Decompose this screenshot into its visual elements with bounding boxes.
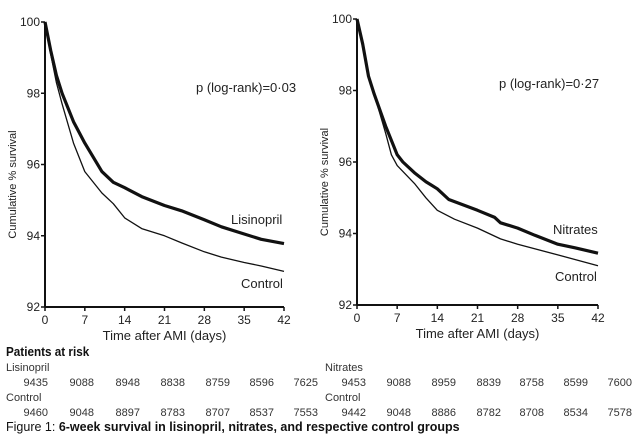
risk-count: 7553	[293, 407, 318, 419]
y-tick-label: 100	[20, 15, 40, 29]
risk-count: 9460	[23, 407, 48, 419]
series-line-control	[44, 21, 285, 273]
y-tick-label: 94	[27, 229, 41, 243]
risk-count: 9088	[69, 377, 94, 389]
log-rank-annotation: p (log-rank)=0·27	[499, 76, 599, 91]
series-line-lisinopril	[43, 21, 285, 246]
x-tick-label: 42	[277, 313, 291, 327]
y-tick-label: 98	[339, 84, 353, 98]
x-tick-label: 21	[158, 313, 172, 327]
risk-count: 8839	[476, 377, 501, 389]
x-tick-label: 14	[118, 313, 132, 327]
x-tick-label: 28	[511, 311, 525, 325]
y-tick-label: 92	[339, 298, 353, 312]
risk-count: 7600	[607, 377, 632, 389]
series-label-nitrates: Nitrates	[553, 222, 598, 237]
risk-group-name: Lisinopril	[6, 362, 50, 374]
risk-count: 7625	[293, 377, 318, 389]
risk-table-title: Patients at risk	[6, 344, 90, 359]
risk-count: 8838	[160, 377, 185, 389]
risk-count: 8759	[205, 377, 230, 389]
caption-prefix: Figure 1:	[6, 420, 59, 434]
risk-count: 9088	[386, 377, 411, 389]
risk-count: 8534	[563, 407, 588, 419]
y-tick-label: 94	[339, 227, 353, 241]
risk-count: 8948	[115, 377, 140, 389]
x-axis-label: Time after AMI (days)	[103, 328, 227, 343]
log-rank-annotation: p (log-rank)=0·03	[196, 80, 296, 95]
risk-group-name: Nitrates	[325, 362, 363, 374]
series-label-control: Control	[555, 269, 597, 284]
risk-count: 8886	[431, 407, 456, 419]
chart-1: 92 94 96 98 100 0 7 14 21 28 35 42 Time after AMI (d…	[7, 15, 296, 343]
risk-count: 8599	[563, 377, 588, 389]
x-tick-label: 28	[198, 313, 212, 327]
y-tick-label: 96	[339, 155, 353, 169]
risk-count: 8537	[249, 407, 274, 419]
risk-count: 8707	[205, 407, 230, 419]
x-tick-label: 7	[394, 311, 401, 325]
y-tick-label: 98	[27, 86, 41, 100]
risk-count: 9048	[386, 407, 411, 419]
risk-count: 9453	[341, 377, 366, 389]
risk-count: 8897	[115, 407, 140, 419]
x-tick-label: 35	[551, 311, 565, 325]
x-tick-label: 7	[81, 313, 88, 327]
risk-count: 9435	[23, 377, 48, 389]
risk-count: 8782	[476, 407, 501, 419]
risk-count: 8959	[431, 377, 456, 389]
x-tick-label: 0	[42, 313, 49, 327]
risk-count: 7578	[607, 407, 632, 419]
y-tick-label: 96	[27, 158, 41, 172]
x-tick-label: 35	[237, 313, 251, 327]
risk-count: 9048	[69, 407, 94, 419]
x-tick-label: 0	[354, 311, 361, 325]
y-axis-label: Cumulative % survival	[7, 130, 19, 238]
y-tick-label: 92	[27, 300, 41, 314]
risk-group-name: Control	[6, 392, 42, 404]
risk-count: 9442	[341, 407, 366, 419]
series-label-lisinopril: Lisinopril	[231, 212, 282, 227]
survival-plots: 92 94 96 98 100 0 7 14 21 28 35 42 Time after AMI (d…	[7, 12, 605, 343]
x-tick-label: 42	[591, 311, 605, 325]
series-line-control	[356, 18, 599, 267]
risk-count: 8783	[160, 407, 185, 419]
risk-group-name: Control	[325, 392, 361, 404]
series-line-nitrates	[355, 18, 599, 255]
risk-count: 8758	[519, 377, 544, 389]
y-axis-label: Cumulative % survival	[319, 128, 331, 236]
x-axis-label: Time after AMI (days)	[416, 326, 540, 341]
caption-text: 6-week survival in lisinopril, nitrates,…	[58, 420, 460, 434]
series-label-control: Control	[241, 276, 283, 291]
chart-2: 92 94 96 98 100 0 7 14 21 28 35 42 Time after AMI (d…	[319, 12, 605, 341]
y-tick-label: 100	[332, 12, 352, 26]
risk-count: 8596	[249, 377, 274, 389]
risk-count: 8708	[519, 407, 544, 419]
figure-caption: Figure 1: 6-week survival in lisinopril,…	[6, 420, 460, 434]
x-tick-label: 14	[431, 311, 445, 325]
x-tick-label: 21	[471, 311, 485, 325]
